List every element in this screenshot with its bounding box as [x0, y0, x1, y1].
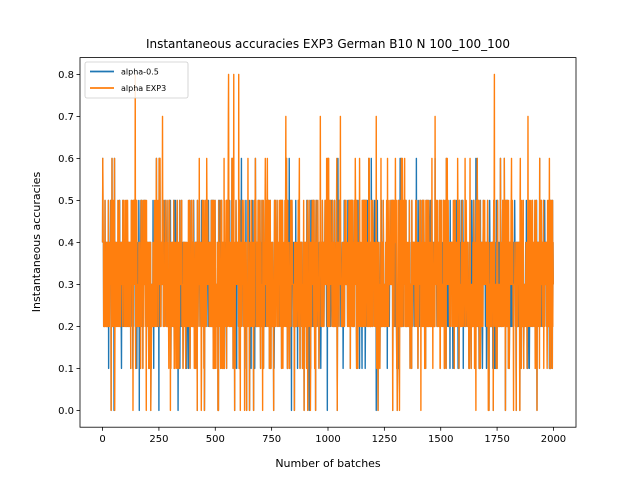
y-tick-label: 0.8	[58, 70, 74, 81]
x-tick-label: 0	[99, 434, 105, 445]
legend-label-alpha-0-5: alpha-0.5	[121, 68, 159, 77]
x-tick-label: 1000	[315, 434, 340, 445]
x-axis: 0 250 500 750 1000 1250 1500 1750 2000	[99, 427, 566, 445]
x-tick-label: 1250	[372, 434, 397, 445]
x-tick-label: 1500	[428, 434, 453, 445]
y-tick-label: 0.7	[58, 112, 74, 123]
x-tick-label: 500	[206, 434, 225, 445]
y-tick-label: 0.4	[58, 238, 74, 249]
x-tick-label: 250	[149, 434, 168, 445]
legend: alpha-0.5 alpha EXP3	[84, 61, 189, 99]
y-tick-label: 0.1	[58, 364, 74, 375]
series-layer	[101, 73, 554, 412]
y-axis-title: Instantaneous accuracies	[30, 172, 43, 313]
x-tick-label: 750	[262, 434, 281, 445]
x-tick-label: 1750	[484, 434, 509, 445]
chart-title: Instantaneous accuracies EXP3 German B10…	[146, 37, 510, 51]
y-tick-label: 0.3	[58, 280, 74, 291]
y-tick-label: 0.2	[58, 322, 74, 333]
plot-area	[79, 57, 577, 428]
series-line-alpha-exp3	[101, 73, 554, 412]
x-tick-label: 2000	[541, 434, 566, 445]
y-tick-label: 0.6	[58, 154, 74, 165]
x-axis-title: Number of batches	[275, 457, 381, 470]
legend-label-alpha-exp3: alpha EXP3	[121, 84, 166, 93]
y-axis: 0.0 0.1 0.2 0.3 0.4 0.5 0.6 0.7 0.8	[58, 70, 80, 417]
y-tick-label: 0.5	[58, 196, 74, 207]
y-tick-label: 0.0	[58, 406, 74, 417]
